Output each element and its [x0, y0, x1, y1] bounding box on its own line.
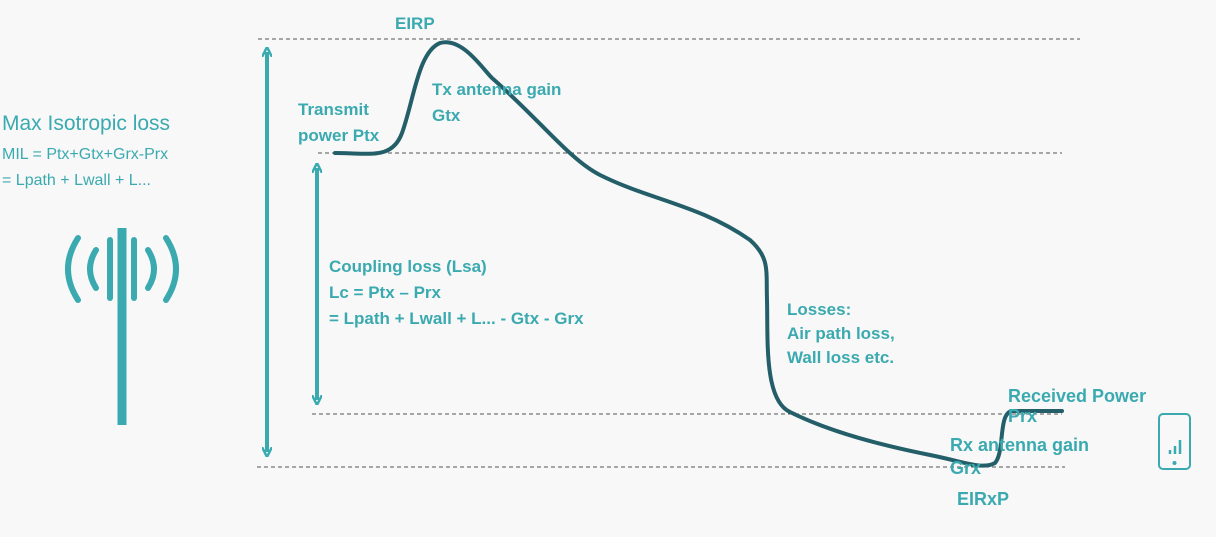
- losses-title: Losses:: [787, 300, 852, 319]
- coupling-loss-formula: Lc = Ptx – Prx: [329, 283, 441, 302]
- eirp-label: EIRP: [395, 14, 435, 33]
- rx-antenna-gain-symbol: Grx: [950, 458, 982, 478]
- losses-wall: Wall loss etc.: [787, 348, 895, 367]
- losses-air-path: Air path loss,: [787, 324, 895, 343]
- coupling-loss-title: Coupling loss (Lsa): [329, 257, 487, 276]
- tx-antenna-gain-label: Tx antenna gain: [432, 80, 562, 99]
- tx-antenna-gain-symbol: Gtx: [432, 106, 461, 125]
- coupling-loss-expansion: = Lpath + Lwall + L... - Gtx - Grx: [329, 309, 584, 328]
- mil-formula: MIL = Ptx+Gtx+Grx-Prx: [2, 146, 169, 163]
- received-power-symbol: Prx: [1008, 406, 1038, 426]
- transmit-power-symbol: power Ptx: [298, 126, 380, 145]
- antenna-tower-icon: [65, 228, 179, 425]
- rx-antenna-gain-label: Rx antenna gain: [950, 435, 1090, 455]
- phone-signal-icon: [1158, 413, 1191, 470]
- transmit-power-label: Transmit: [298, 100, 369, 119]
- signal-power-curve: [333, 40, 1064, 468]
- eirxp-label: EIRxP: [957, 489, 1010, 509]
- mil-title: Max Isotropic loss: [2, 112, 171, 135]
- mil-formula-expansion: = Lpath + Lwall + L...: [2, 172, 151, 189]
- received-power-label: Received Power: [1008, 386, 1147, 406]
